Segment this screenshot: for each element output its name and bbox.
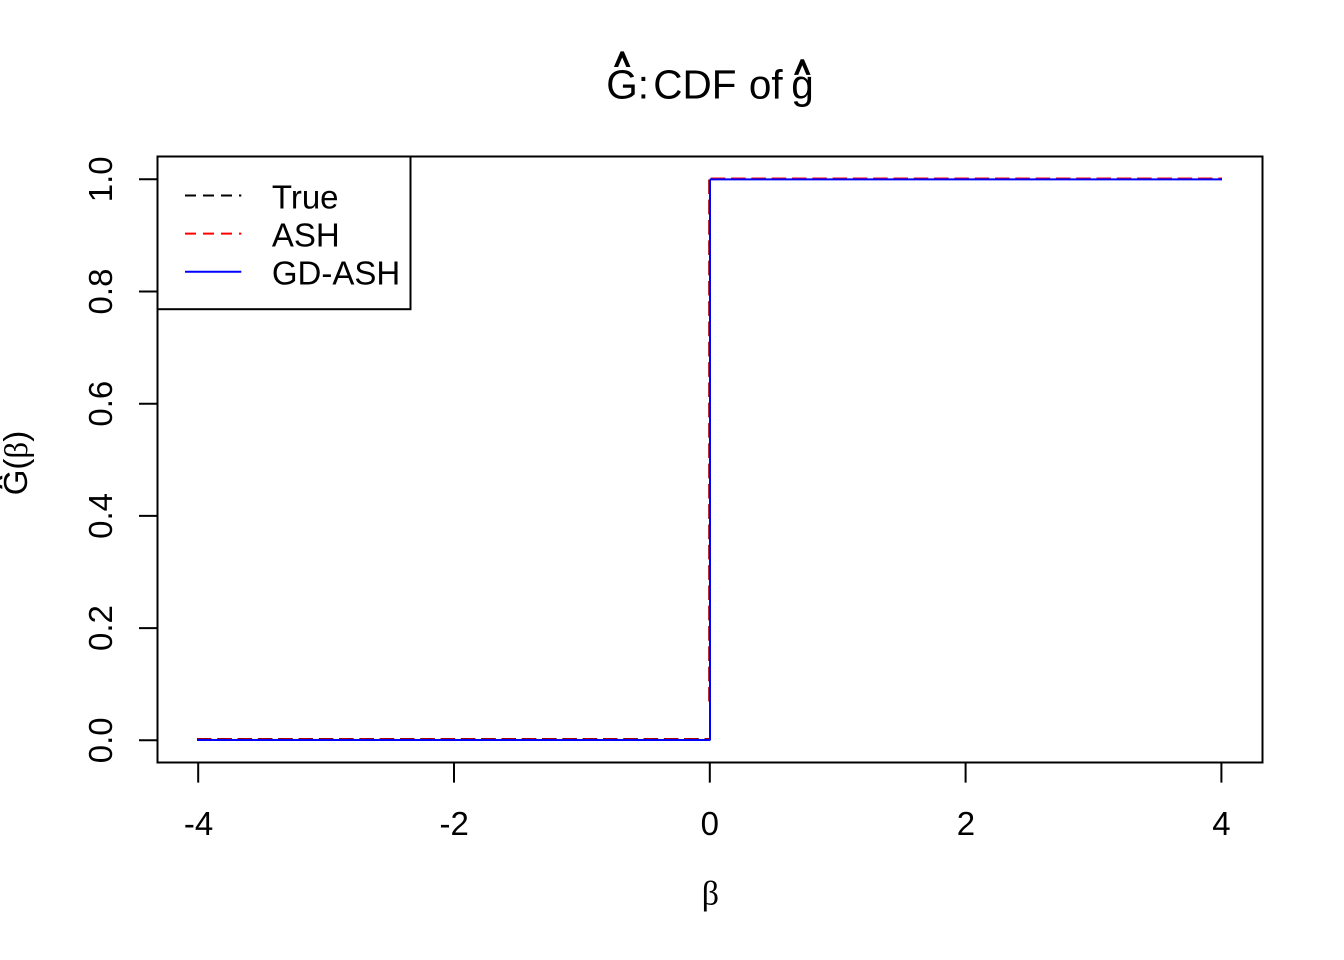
svg-text:0.4: 0.4 [82,493,119,539]
svg-text:0.0: 0.0 [82,717,119,763]
svg-text:G(β): G(β) [0,431,35,495]
svg-text:0.2: 0.2 [82,605,119,651]
svg-text:0.6: 0.6 [82,381,119,427]
svg-text:0.8: 0.8 [82,269,119,315]
svg-text:2: 2 [957,805,975,842]
svg-text:-4: -4 [184,805,213,842]
svg-text:GD-ASH: GD-ASH [272,255,400,292]
svg-text:ASH: ASH [272,217,340,254]
svg-text:True: True [272,178,339,215]
svg-text:-2: -2 [440,805,469,842]
svg-text:β: β [702,876,719,913]
svg-text:1.0: 1.0 [82,156,119,202]
svg-text:0: 0 [701,805,719,842]
svg-text:4: 4 [1212,805,1230,842]
